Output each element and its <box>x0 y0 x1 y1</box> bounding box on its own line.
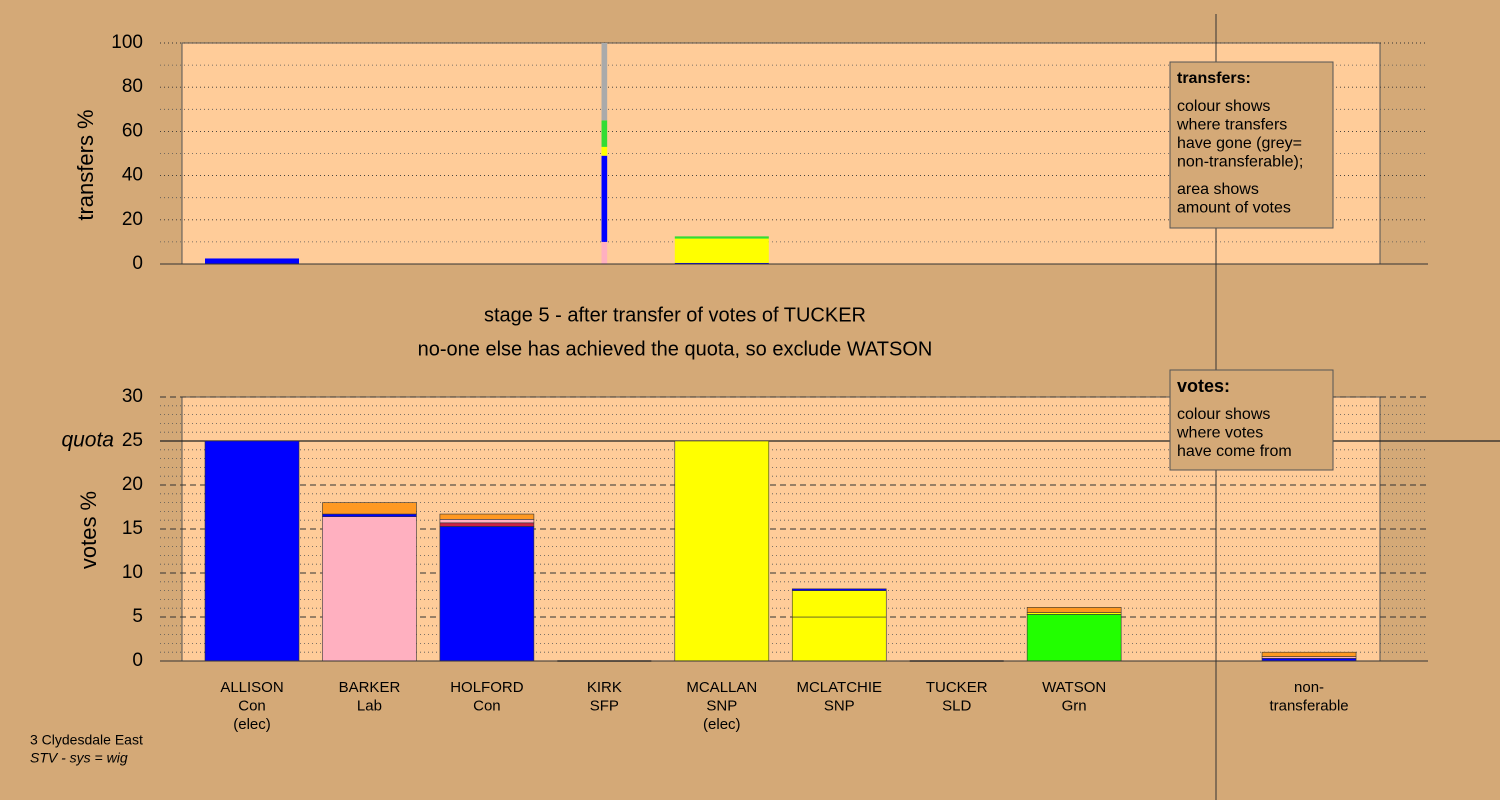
bar-segment <box>205 258 299 264</box>
x-tick-label: MCALLAN <box>686 679 757 696</box>
chart-title: stage 5 - after transfer of votes of TUC… <box>484 304 866 326</box>
quota-label: quota <box>61 429 114 452</box>
bar-segment <box>439 513 535 520</box>
bar-segment <box>791 616 887 662</box>
y-tick-label: 80 <box>122 76 143 97</box>
x-tick-label: ALLISON <box>220 679 283 696</box>
x-tick-label: Lab <box>357 697 382 714</box>
x-tick-label: SFP <box>590 697 619 714</box>
x-tick-label: MCLATCHIE <box>796 679 882 696</box>
x-tick-label: SNP <box>824 697 855 714</box>
x-tick-label: KIRK <box>587 679 622 696</box>
legend-text: area shows <box>1177 181 1259 198</box>
bar-segment <box>322 513 417 517</box>
bar-segment <box>674 236 769 239</box>
legend-text: non-transferable); <box>1177 154 1303 171</box>
bar-segment <box>1026 607 1122 613</box>
x-tick-label: Con <box>473 697 501 714</box>
bar-segment <box>439 522 535 527</box>
footer: STV - sys = wig <box>30 750 128 766</box>
legend-text: have gone (grey= <box>1177 135 1302 152</box>
chart-subtitle: no-one else has achieved the quota, so e… <box>418 338 933 360</box>
bar-segment <box>674 440 770 662</box>
legend-title: votes: <box>1177 376 1230 396</box>
legend-box <box>1169 369 1334 471</box>
bar-segment <box>601 155 608 242</box>
y-axis-label: votes % <box>76 491 101 569</box>
y-tick-label: 5 <box>132 606 143 627</box>
bar-segment <box>439 526 535 662</box>
y-tick-label: 15 <box>122 518 143 539</box>
bar-segment <box>322 502 417 515</box>
y-tick-label: 100 <box>111 32 143 53</box>
y-tick-label: 30 <box>122 386 143 407</box>
legend-text: amount of votes <box>1177 200 1291 217</box>
y-tick-label: 0 <box>132 650 143 671</box>
x-tick-label: Grn <box>1062 697 1087 714</box>
legend-text: colour shows <box>1177 406 1270 423</box>
x-tick-label: BARKER <box>339 679 401 696</box>
x-tick-label: non- <box>1294 679 1324 696</box>
bar-segment <box>791 588 887 591</box>
x-tick-label: SLD <box>942 697 971 714</box>
bar-segment <box>601 43 608 121</box>
x-tick-label: Con <box>238 697 266 714</box>
x-tick-label: SNP <box>706 697 737 714</box>
bar-segment <box>322 516 417 662</box>
legend-title: transfers: <box>1177 70 1251 87</box>
x-tick-label: TUCKER <box>926 679 988 696</box>
x-tick-label: HOLFORD <box>450 679 524 696</box>
bar-segment <box>601 120 608 147</box>
x-tick-label: transferable <box>1269 697 1348 714</box>
x-tick-label: WATSON <box>1042 679 1106 696</box>
y-axis-label: transfers % <box>73 109 98 220</box>
y-tick-label: 40 <box>122 165 143 186</box>
y-tick-label: 20 <box>122 209 143 230</box>
bar-segment <box>601 146 608 156</box>
y-tick-label: 0 <box>132 253 143 274</box>
legend-text: colour shows <box>1177 98 1270 115</box>
bar-segment <box>601 241 608 264</box>
x-tick-label: (elec) <box>703 716 741 733</box>
legend-text: have come from <box>1177 443 1292 460</box>
y-tick-label: 25 <box>122 430 143 451</box>
y-tick-label: 20 <box>122 474 143 495</box>
bar-segment <box>1261 651 1357 657</box>
y-tick-label: 10 <box>122 562 143 583</box>
bar-segment <box>791 590 887 618</box>
marks <box>204 43 1357 662</box>
legend-text: where votes <box>1176 425 1263 442</box>
bar-segment <box>204 440 300 662</box>
legend-text: where transfers <box>1176 117 1287 134</box>
bar-segment <box>674 262 769 264</box>
bar-segment <box>439 519 535 524</box>
y-tick-label: 60 <box>122 120 143 141</box>
x-tick-label: (elec) <box>233 716 271 733</box>
bar-segment <box>1026 614 1122 662</box>
bar-segment <box>674 238 769 263</box>
legend-box <box>1169 61 1334 229</box>
footer: 3 Clydesdale East <box>30 732 143 748</box>
